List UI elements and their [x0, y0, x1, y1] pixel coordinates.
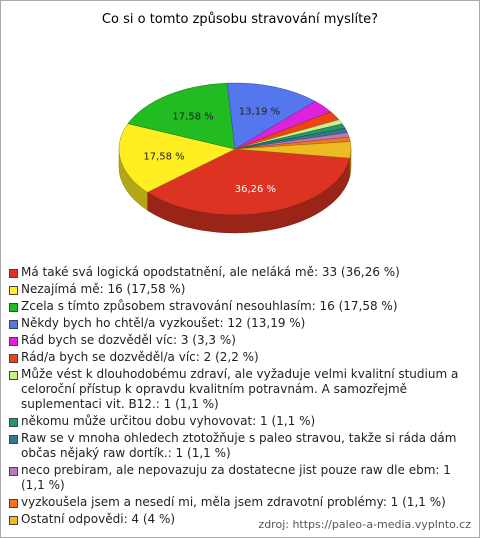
slice-label: 13,19 % — [239, 107, 280, 118]
legend-swatch — [9, 435, 18, 444]
legend-swatch — [9, 371, 18, 380]
pie-slice — [146, 148, 351, 216]
source: zdroj: https://paleo-a-media.vyplnto.cz — [258, 518, 471, 531]
legend-item: vyzkoušela jsem a nesedí mi, měla jsem z… — [9, 495, 471, 510]
legend-item: Rád bych se dozvěděl víc: 3 (3,3 %) — [9, 333, 471, 348]
legend-swatch — [9, 337, 18, 346]
legend-label: Rád bych se dozvěděl víc: 3 (3,3 %) — [21, 333, 236, 347]
legend-label: Někdy bych ho chtěl/a vyzkoušet: 12 (13,… — [21, 316, 306, 330]
legend-item: Raw se v mnoha ohledech ztotožňuje s pal… — [9, 431, 471, 461]
legend-item: neco prebiram, ale nepovazuju za dostate… — [9, 463, 471, 493]
legend-swatch — [9, 286, 18, 295]
legend-label: vyzkoušela jsem a nesedí mi, měla jsem z… — [21, 495, 446, 509]
pie-slice — [118, 123, 236, 193]
legend-item: Někdy bych ho chtěl/a vyzkoušet: 12 (13,… — [9, 316, 471, 331]
pie-area: Co si o tomto způsobu stravování myslíte… — [102, 12, 378, 234]
slice-label: 17,58 % — [172, 112, 213, 123]
legend: Má také svá logická opodstatnění, ale ne… — [9, 265, 471, 529]
pie-slice — [226, 82, 316, 150]
legend-swatch — [9, 320, 18, 329]
legend-item: Nezajímá mě: 16 (17,58 %) — [9, 282, 471, 297]
legend-swatch — [9, 516, 18, 525]
legend-label: Nezajímá mě: 16 (17,58 %) — [21, 282, 186, 296]
pie-slice — [127, 82, 236, 150]
slice-label: 36,26 % — [235, 184, 276, 195]
legend-label: Má také svá logická opodstatnění, ale ne… — [21, 265, 400, 279]
legend-label: Ostatní odpovědi: 4 (4 %) — [21, 512, 176, 526]
legend-label: Může vést k dlouhodobému zdraví, ale vyž… — [21, 367, 459, 411]
legend-item: Zcela s tímto způsobem stravování nesouh… — [9, 299, 471, 314]
pie-slice — [234, 141, 352, 159]
chart-title: Co si o tomto způsobu stravování myslíte… — [102, 12, 378, 27]
legend-item: Má také svá logická opodstatnění, ale ne… — [9, 265, 471, 280]
legend-item: někomu může určitou dobu vyhovovat: 1 (1… — [9, 414, 471, 429]
legend-item: Ostatní odpovědi: 4 (4 %) — [9, 512, 471, 527]
legend-swatch — [9, 499, 18, 508]
legend-swatch — [9, 467, 18, 476]
legend-label: Rád/a bych se dozvěděl/a víc: 2 (2,2 %) — [21, 350, 259, 364]
legend-label: Raw se v mnoha ohledech ztotožňuje s pal… — [21, 431, 457, 460]
legend-swatch — [9, 303, 18, 312]
legend-label: Zcela s tímto způsobem stravování nesouh… — [21, 299, 398, 313]
legend-swatch — [9, 269, 18, 278]
legend-label: neco prebiram, ale nepovazuju za dostate… — [21, 463, 451, 492]
legend-item: Rád/a bych se dozvěděl/a víc: 2 (2,2 %) — [9, 350, 471, 365]
legend-swatch — [9, 418, 18, 427]
legend-item: Může vést k dlouhodobému zdraví, ale vyž… — [9, 367, 471, 412]
slice-label: 17,58 % — [143, 152, 184, 163]
legend-label: někomu může určitou dobu vyhovovat: 1 (1… — [21, 414, 316, 428]
legend-swatch — [9, 354, 18, 363]
